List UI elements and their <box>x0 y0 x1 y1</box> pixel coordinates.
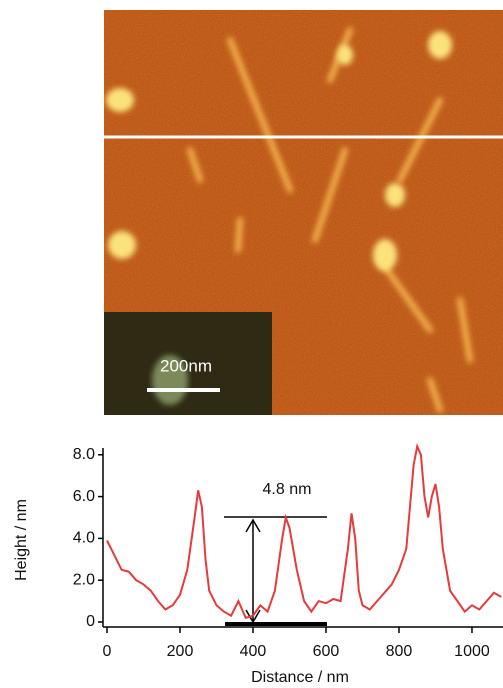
y-tick-label: 4.0 <box>73 530 95 547</box>
arrow-heads <box>245 518 261 624</box>
x-tick-label: 600 <box>313 643 340 660</box>
y-tick-label: 8.0 <box>73 446 95 463</box>
profile-line <box>106 443 502 620</box>
y-tick-label: 2.0 <box>73 571 95 588</box>
x-axis-label: Distance / nm <box>251 669 349 686</box>
afm-image: 200nm <box>104 10 503 415</box>
scale-bar-label: 200nm <box>160 356 212 375</box>
x-tick-label: 400 <box>240 643 267 660</box>
y-tick-label: 0 <box>86 613 95 630</box>
y-tick-label: 6.0 <box>73 488 95 505</box>
x-tick-label: 200 <box>167 643 194 660</box>
x-tick-label: 800 <box>386 643 413 660</box>
annotation: 4.8 nm <box>263 481 312 498</box>
plot: 4.8 nm Distance / nm Height / nm 8.0 6.0 4… <box>13 443 503 686</box>
x-tick-label: 1000 <box>454 643 490 660</box>
x-tick-label: 0 <box>103 643 112 660</box>
y-axis-label: Height / nm <box>13 499 30 581</box>
